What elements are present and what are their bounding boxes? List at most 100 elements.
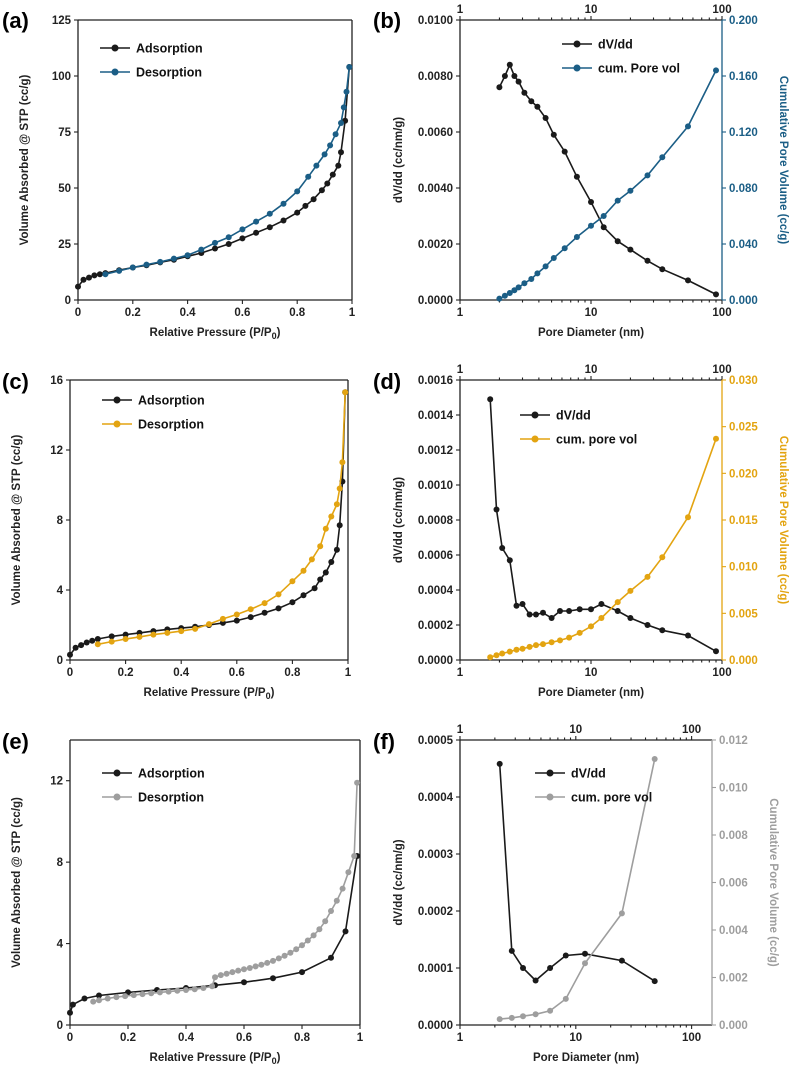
panel-b-series-cum-pore-vol-point xyxy=(501,292,508,299)
panel-a-y-tick-label: 100 xyxy=(52,71,71,83)
panel-a-series-desorption-point xyxy=(343,88,350,95)
panel-e-series-adsorption-point xyxy=(67,1009,73,1016)
panel-b-series-dv-dd-point xyxy=(506,61,513,68)
panel-e-x-axis-label: Relative Pressure (P/P0) xyxy=(150,1052,281,1066)
panel-e-series-desorption-point xyxy=(246,965,253,971)
panel-d-series-cum-pore-vol-point xyxy=(614,599,621,606)
panel-c-series-adsorption-point xyxy=(317,576,324,583)
panel-d-series-dv-dd-point xyxy=(519,601,526,607)
panel-b-legend-swatch-marker xyxy=(573,40,581,48)
panel-c-x-tick-label: 0.8 xyxy=(284,667,301,679)
panel-e-series-desorption-point xyxy=(270,957,276,964)
panel-e-legend-swatch-marker xyxy=(113,793,121,801)
panel-d-series-cum-pore-vol-point xyxy=(493,652,500,659)
panel-b-legend-label: dV/dd xyxy=(598,38,633,52)
panel-c-series-adsorption-point xyxy=(78,642,85,649)
panel-e-series-desorption-point xyxy=(351,853,358,859)
panel-a-series-adsorption-point xyxy=(338,149,344,156)
panel-c-series-desorption-point xyxy=(164,629,171,636)
panel-c-series-adsorption-point xyxy=(83,639,90,646)
panel-a-series-adsorption-point xyxy=(310,196,317,203)
panel-e-series-desorption-point xyxy=(212,974,218,981)
panel-c-legend-label: Desorption xyxy=(138,418,204,432)
panel-b-y2-tick-label: 0.200 xyxy=(729,15,758,27)
panel-b-series-dv-dd-point xyxy=(644,257,651,264)
panel-a-series-desorption-point xyxy=(129,264,136,271)
panel-b-x-tick-label: 100 xyxy=(712,307,731,319)
panel-b-y2-tick-label: 0.080 xyxy=(729,183,758,195)
panel-d-y2-tick-label: 0.015 xyxy=(729,515,758,527)
panel-d-series-cum-pore-vol-point xyxy=(533,642,539,649)
panel-a-series-adsorption-point xyxy=(335,162,342,169)
panel-e-series-desorption-point xyxy=(328,908,334,914)
panel-a-series-adsorption-point xyxy=(212,245,218,252)
panel-b-series-dv-dd-point xyxy=(614,238,621,245)
panel-e-series-desorption-point xyxy=(139,991,146,998)
panel-a-series-desorption-point xyxy=(266,210,273,217)
panel-b-y-tick-label: 0.0040 xyxy=(418,183,453,195)
panel-b-series-cum-pore-vol-point xyxy=(542,263,549,270)
panel-e-series-desorption-point xyxy=(333,897,340,904)
panel-e-series-desorption-point xyxy=(174,987,181,994)
panel-b-series-dv-dd-point xyxy=(561,148,568,155)
panel-e-y-tick-label: 0 xyxy=(57,1020,63,1032)
panel-b-y-axis-label: dV/dd (cc/nm/g) xyxy=(393,117,405,203)
panel-b-series-dv-dd-point xyxy=(550,131,557,138)
panel-e-series-desorption-point xyxy=(209,983,216,990)
panel-b-series-cum-pore-vol-point xyxy=(659,154,666,161)
panel-c-y-axis-label: Volume Absorbed @ STP (cc/g) xyxy=(11,434,23,605)
panel-b-series-cum-pore-vol-point xyxy=(515,284,522,291)
panel-a-series-desorption-point xyxy=(143,261,150,268)
panel-d-series-cum-pore-vol-point xyxy=(540,641,546,648)
panel-b-series-cum-pore-vol-point xyxy=(685,123,691,130)
panel-c-series-desorption-point xyxy=(342,389,349,396)
panel-c-series-adsorption-point xyxy=(67,651,73,658)
panel-b-series-dv-dd-point xyxy=(588,199,594,205)
panel-b-series-cum-pore-vol-point xyxy=(496,295,503,302)
panel-c-series-desorption-point xyxy=(300,567,307,574)
panel-a-series-adsorption-point xyxy=(266,224,273,231)
panel-f-label: (f) xyxy=(373,729,395,754)
panel-c-x-tick-label: 1 xyxy=(345,667,352,679)
panel-e-x-tick-label: 0.2 xyxy=(120,1032,136,1044)
panel-c-series-desorption-point xyxy=(219,615,226,622)
panel-a-series-desorption-point xyxy=(313,162,320,169)
panel-d-series-dv-dd-point xyxy=(540,609,546,616)
panel-e-series-desorption-point xyxy=(96,997,102,1004)
panel-a-series-desorption-point xyxy=(332,131,339,138)
panel-b-series-cum-pore-vol-point xyxy=(713,67,719,74)
panel-f-y2-tick-label: 0.000 xyxy=(719,1020,748,1032)
panel-c-series-adsorption-line xyxy=(69,392,346,656)
panel-a-series-desorption-point xyxy=(253,218,260,225)
panel-b-y-tick-label: 0.0080 xyxy=(418,71,453,83)
panel-f-x-tick-label: 100 xyxy=(682,1032,701,1044)
panel-a-series-adsorption-point xyxy=(96,271,103,278)
panel-d-series-cum-pore-vol-point xyxy=(557,637,563,644)
panel-e-series-desorption-point xyxy=(258,961,265,968)
panel-c-series-desorption-point xyxy=(178,628,185,635)
panel-e-series-desorption-point xyxy=(229,969,236,976)
panel-e-series-desorption-point xyxy=(241,966,247,973)
panel-a-series-adsorption-point xyxy=(329,171,336,178)
panel-a-series-adsorption-point xyxy=(80,276,87,283)
panel-d-top-tick-label: 100 xyxy=(712,364,731,376)
panel-d-y2-tick-label: 0.000 xyxy=(729,655,758,667)
panel-f-series-cum-pore-vol-point xyxy=(496,1016,503,1023)
panel-c-y-tick-label: 0 xyxy=(57,655,63,667)
panel-e-series-desorption-point xyxy=(264,959,271,966)
panel-b-x-tick-label: 10 xyxy=(585,307,598,319)
panel-c-series-desorption-point xyxy=(336,485,343,492)
panel-b-series-cum-pore-vol-point xyxy=(521,280,528,287)
panel-f-y2-axis-label: Cumulative Pore Volume (cc/g) xyxy=(767,798,779,967)
panel-a-series-desorption-point xyxy=(338,120,344,126)
panel-c-x-tick-label: 0.6 xyxy=(229,667,245,679)
panel-c-series-adsorption-point xyxy=(300,592,307,599)
panel-b-series-dv-dd-point xyxy=(685,277,691,284)
panel-a-x-tick-label: 0.6 xyxy=(234,307,250,319)
panel-d-series-cum-pore-vol-point xyxy=(526,643,533,650)
panel-c-series-adsorption-point xyxy=(108,633,115,640)
panel-b-series-cum-pore-vol-point xyxy=(614,197,621,204)
panel-d-series-dv-dd-point xyxy=(548,615,555,621)
panel-d-series-cum-pore-vol-line xyxy=(489,438,717,658)
